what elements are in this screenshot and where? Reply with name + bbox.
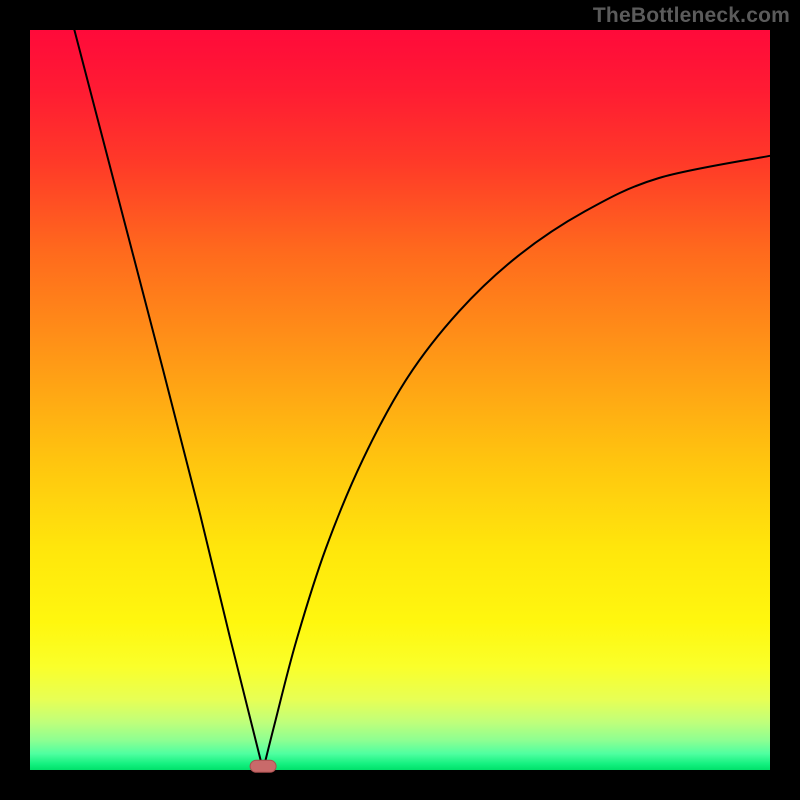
plot-background xyxy=(30,30,770,770)
minimum-marker xyxy=(250,760,276,772)
watermark-label: TheBottleneck.com xyxy=(593,4,790,28)
chart-svg xyxy=(0,0,800,800)
chart-stage: TheBottleneck.com xyxy=(0,0,800,800)
